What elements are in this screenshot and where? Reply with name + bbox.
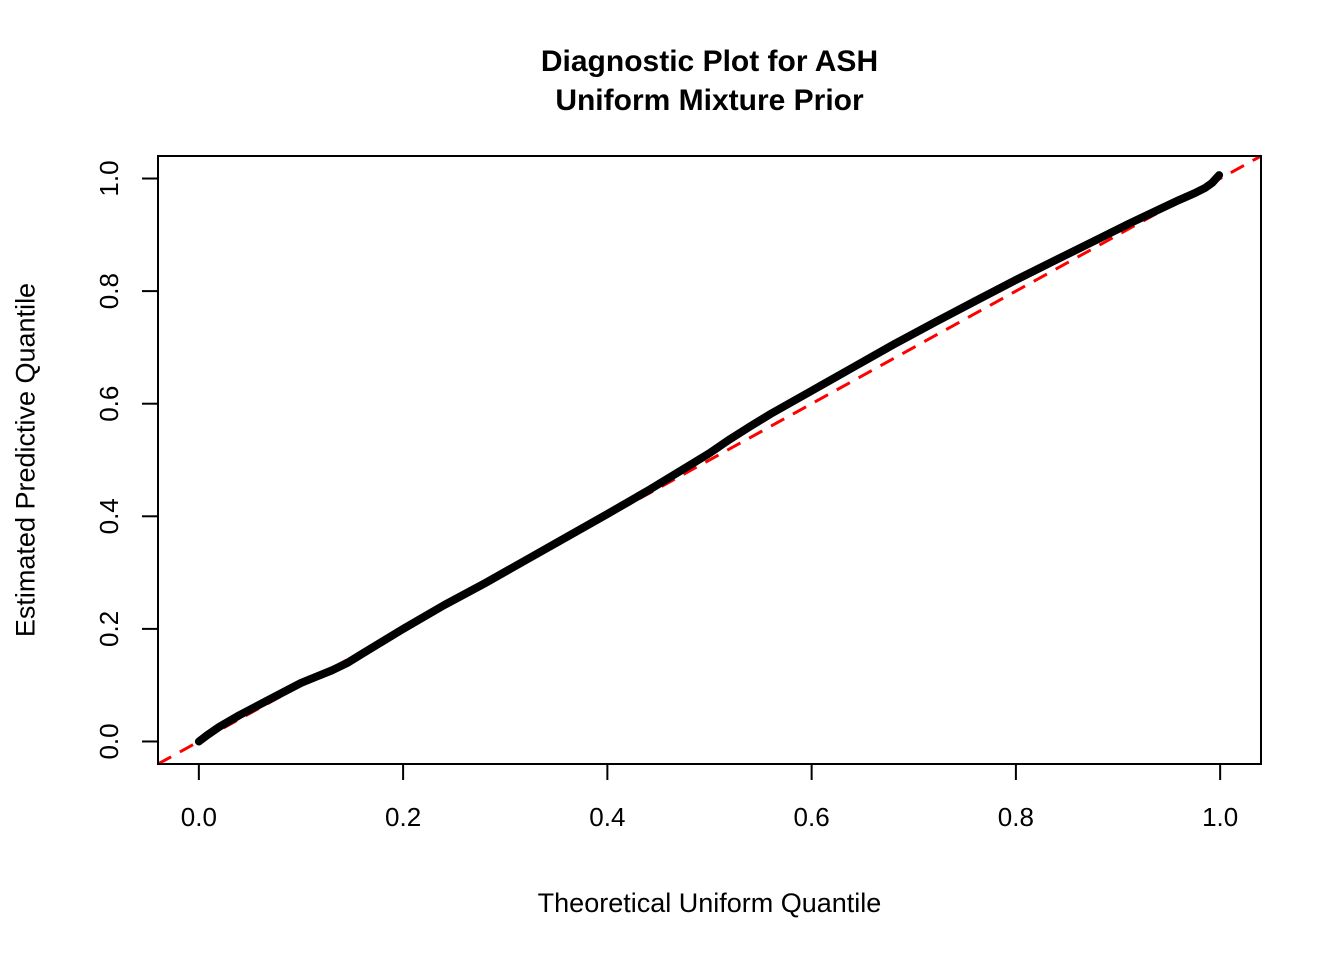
- chart-title: Diagnostic Plot for ASH Uniform Mixture …: [158, 42, 1261, 120]
- y-axis-tick-label: 0.4: [94, 498, 124, 534]
- y-axis-title: Estimated Predictive Quantile: [10, 282, 41, 638]
- plot-border: [157, 155, 1262, 765]
- x-axis-tick-label: 0.6: [794, 802, 830, 832]
- y-axis-tick-label: 0.8: [94, 273, 124, 309]
- x-axis-tick-label: 0.4: [589, 802, 625, 832]
- y-axis-tick-label: 1.0: [94, 160, 124, 196]
- y-axis-tick-label: 0.6: [94, 386, 124, 422]
- y-axis-tick-label: 0.0: [94, 723, 124, 759]
- chart-title-line1: Diagnostic Plot for ASH: [540, 45, 879, 78]
- estimated-predictive-quantile-curve: [194, 171, 1224, 746]
- x-axis-title: Theoretical Uniform Quantile: [537, 888, 882, 918]
- x-axis-tick-label: 0.0: [181, 802, 217, 832]
- chart-title-line2: Uniform Mixture Prior: [555, 84, 864, 117]
- x-axis-tick-label: 0.8: [998, 802, 1034, 832]
- y-axis-tick-label: 0.2: [94, 611, 124, 647]
- x-axis-tick-label: 1.0: [1202, 802, 1238, 832]
- x-axis-tick-label: 0.2: [385, 802, 421, 832]
